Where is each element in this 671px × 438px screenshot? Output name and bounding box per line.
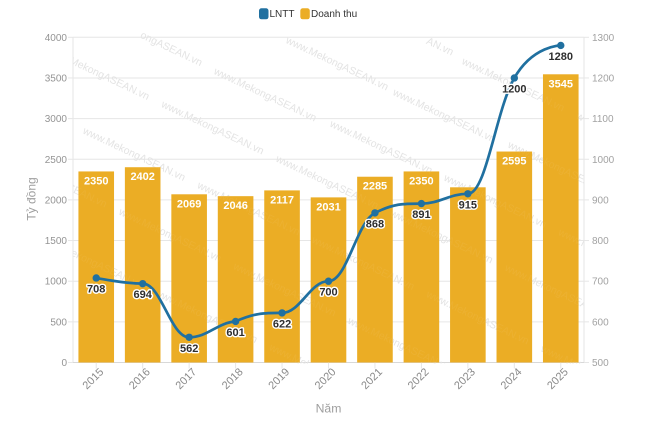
svg-text:3000: 3000 — [45, 114, 68, 125]
svg-text:600: 600 — [592, 317, 609, 328]
svg-text:LNTT: LNTT — [270, 9, 295, 20]
svg-text:500: 500 — [50, 317, 67, 328]
svg-text:1500: 1500 — [45, 236, 68, 247]
svg-text:2350: 2350 — [84, 175, 108, 187]
svg-text:500: 500 — [592, 358, 609, 369]
svg-text:900: 900 — [592, 195, 609, 206]
svg-text:2350: 2350 — [409, 175, 433, 187]
svg-text:800: 800 — [592, 236, 609, 247]
svg-text:1200: 1200 — [502, 83, 526, 95]
svg-text:562: 562 — [180, 343, 198, 355]
svg-text:694: 694 — [134, 289, 153, 301]
svg-text:1200: 1200 — [592, 73, 615, 84]
svg-text:3545: 3545 — [549, 78, 573, 90]
svg-text:2117: 2117 — [270, 194, 294, 206]
svg-text:1000: 1000 — [592, 155, 615, 166]
svg-text:Năm: Năm — [316, 402, 342, 416]
svg-text:0: 0 — [61, 358, 67, 369]
svg-text:622: 622 — [273, 318, 291, 330]
svg-text:1300: 1300 — [592, 33, 615, 44]
svg-text:708: 708 — [87, 283, 105, 295]
svg-text:2000: 2000 — [45, 195, 68, 206]
svg-text:2595: 2595 — [502, 156, 526, 168]
svg-text:700: 700 — [592, 277, 609, 288]
svg-text:915: 915 — [459, 199, 477, 211]
svg-text:601: 601 — [226, 327, 244, 339]
svg-text:Doanh thu: Doanh thu — [311, 9, 357, 20]
svg-text:3500: 3500 — [45, 73, 68, 84]
svg-text:2046: 2046 — [223, 200, 247, 212]
svg-text:2402: 2402 — [130, 171, 154, 183]
svg-text:Tỷ đồng: Tỷ đồng — [25, 177, 39, 220]
svg-text:4000: 4000 — [45, 33, 68, 44]
svg-text:1280: 1280 — [549, 51, 573, 63]
svg-text:891: 891 — [412, 209, 430, 221]
svg-text:1000: 1000 — [45, 277, 68, 288]
svg-text:2500: 2500 — [45, 155, 68, 166]
svg-text:868: 868 — [366, 218, 384, 230]
svg-text:2031: 2031 — [316, 201, 340, 213]
svg-text:1100: 1100 — [592, 114, 614, 125]
svg-text:2069: 2069 — [177, 198, 201, 210]
svg-text:700: 700 — [319, 287, 337, 299]
svg-text:2285: 2285 — [363, 181, 387, 193]
